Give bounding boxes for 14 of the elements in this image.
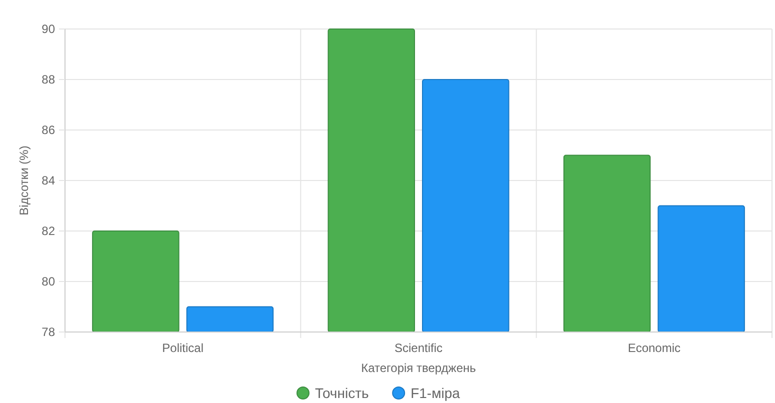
y-tick-label: 90 xyxy=(42,22,56,36)
y-tick-label: 78 xyxy=(42,325,56,340)
y-tick-label: 82 xyxy=(42,224,56,238)
x-axis-title: Категорія тверджень xyxy=(361,361,476,375)
y-axis-title: Відсотки (%) xyxy=(17,146,31,216)
x-tick-label: Economic xyxy=(628,341,681,355)
y-tick-label: 88 xyxy=(42,72,56,87)
y-tick-label: 80 xyxy=(42,274,56,289)
x-tick-label: Political xyxy=(162,341,204,355)
y-tick-label: 84 xyxy=(42,174,56,188)
legend-label: F1-міра xyxy=(410,384,460,401)
legend-label: Точність xyxy=(315,384,369,401)
y-tick-label: 86 xyxy=(42,123,56,138)
x-tick-label: Scientific xyxy=(394,341,443,355)
